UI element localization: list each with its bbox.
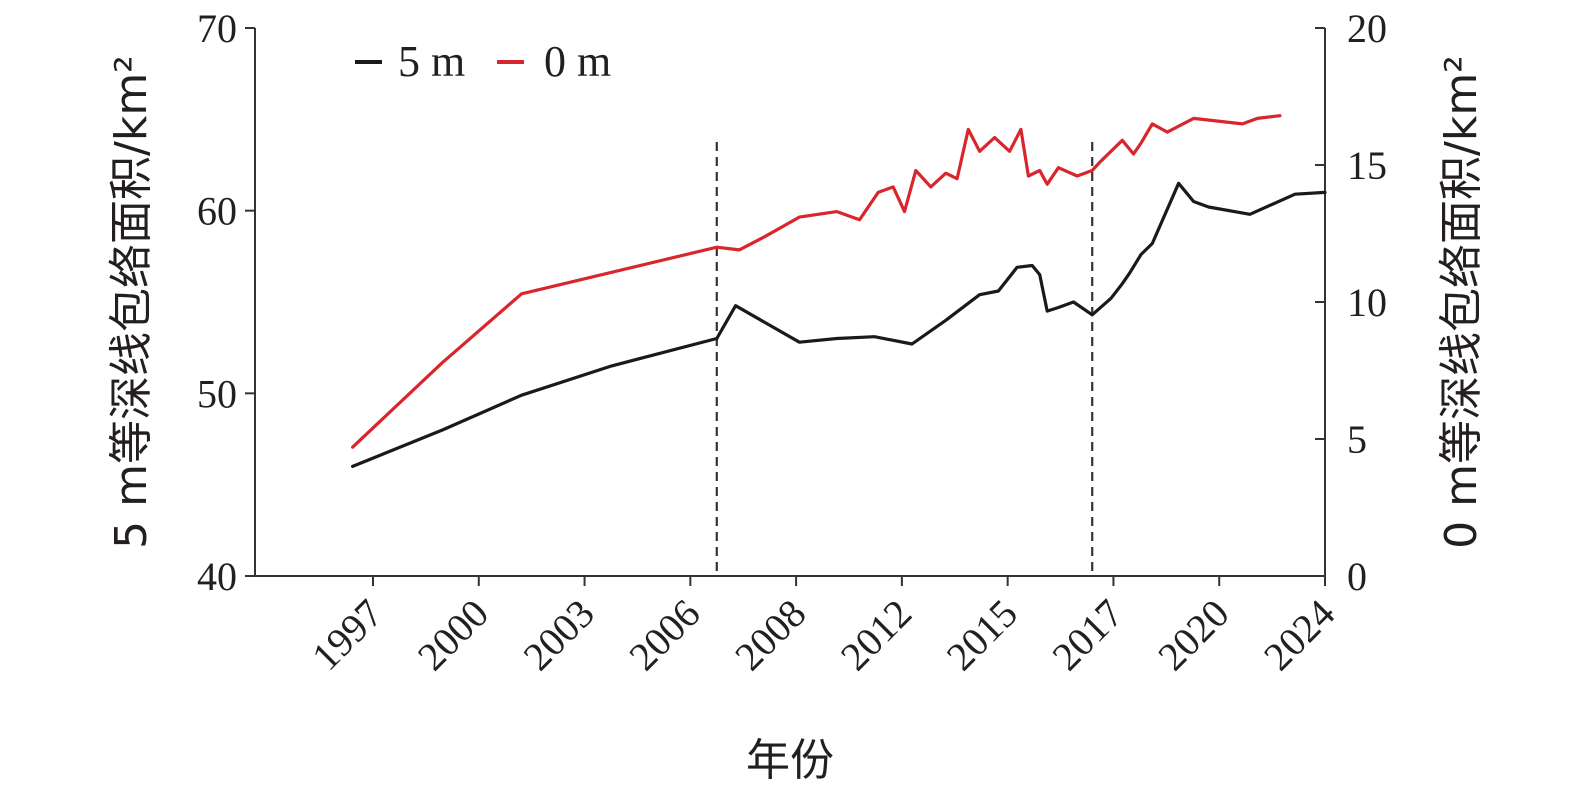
left-y-tick-label: 70: [197, 6, 237, 51]
x-axis-ticks: 1997 2000 2003 2006 2008 2012 2015 2017 2020 2024: [303, 576, 1343, 679]
series-line-5m: [351, 181, 1327, 468]
x-tick-label: 2015: [938, 591, 1026, 679]
x-tick-label: 2000: [409, 591, 497, 679]
legend-label-5m: 5 m: [398, 37, 465, 86]
x-tick-label: 2012: [832, 591, 920, 679]
right-y-tick-label: 10: [1347, 280, 1387, 325]
right-y-axis-ticks: 0 5 10 15 20: [1315, 6, 1387, 599]
x-tick-label: 2008: [726, 591, 814, 679]
x-tick-label: 2017: [1043, 591, 1131, 679]
right-y-axis-title: 0 m等深线包络面积/km²: [1436, 55, 1487, 549]
legend: 5 m 0 m: [355, 37, 611, 86]
x-tick-label: 2006: [620, 591, 708, 679]
series-layer: [351, 114, 1327, 468]
right-y-tick-label: 15: [1347, 143, 1387, 188]
x-axis-title: 年份: [746, 735, 834, 786]
right-y-tick-label: 20: [1347, 6, 1387, 51]
x-tick-label: 2024: [1255, 591, 1343, 679]
left-y-axis-ticks: 40 50 60 70: [197, 6, 255, 599]
right-y-tick-label: 5: [1347, 417, 1367, 462]
right-y-tick-label: 0: [1347, 554, 1367, 599]
left-y-tick-label: 40: [197, 554, 237, 599]
x-tick-label: 1997: [303, 591, 391, 679]
x-tick-label: 2020: [1149, 591, 1237, 679]
legend-label-0m: 0 m: [544, 37, 611, 86]
dashed-reference-lines: [715, 142, 1094, 576]
x-tick-label: 2003: [515, 591, 603, 679]
series-line-0m: [351, 114, 1282, 449]
left-y-axis-title: 5 m等深线包络面积/km²: [106, 55, 157, 549]
left-y-tick-label: 60: [197, 189, 237, 234]
left-y-tick-label: 50: [197, 371, 237, 416]
